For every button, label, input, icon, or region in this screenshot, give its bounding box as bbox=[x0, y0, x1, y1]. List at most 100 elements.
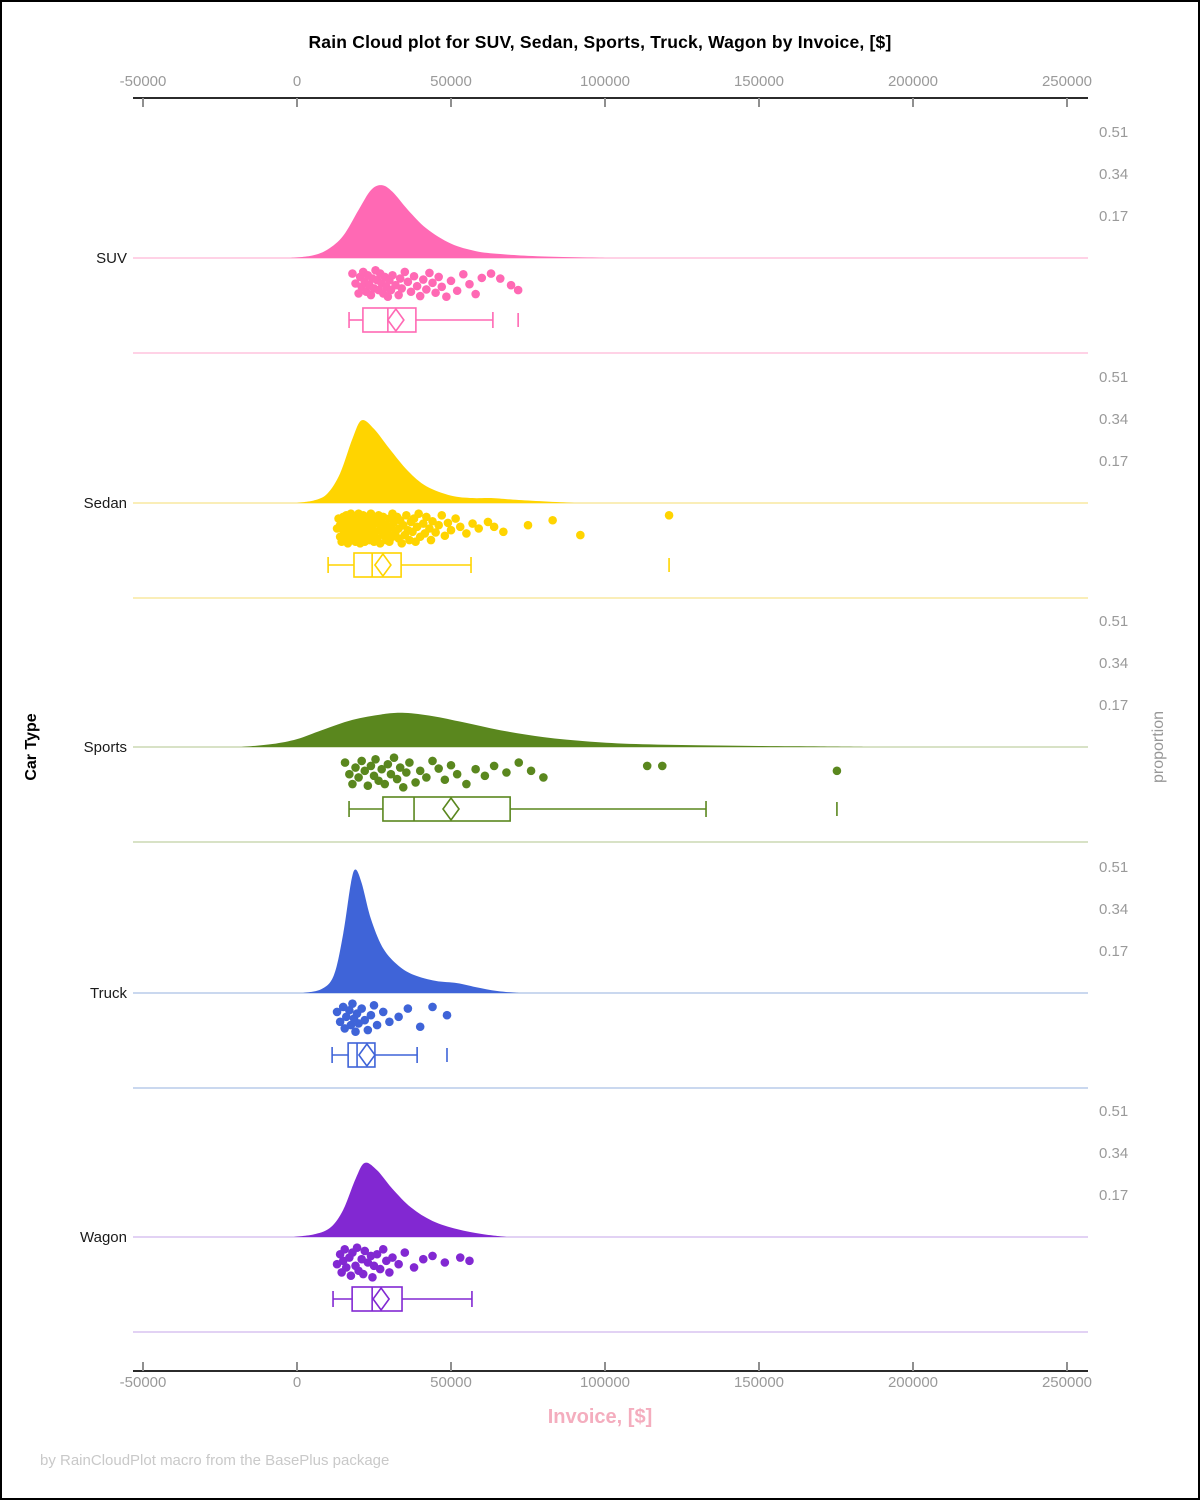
rain-point-sedan bbox=[576, 530, 585, 540]
rain-point-suv bbox=[471, 289, 480, 299]
rain-point-sedan bbox=[468, 519, 477, 528]
box-suv bbox=[362, 307, 417, 333]
rain-point-suv bbox=[397, 284, 407, 293]
bottom-axis-tick-label: 200000 bbox=[888, 1374, 938, 1391]
rain-point-truck bbox=[357, 1004, 366, 1013]
rain-point-sports bbox=[351, 763, 360, 772]
rain-point-sports bbox=[340, 758, 350, 767]
bottom-axis-tick-label: 250000 bbox=[1042, 1374, 1092, 1391]
rain-point-suv bbox=[452, 286, 462, 296]
bottom-axis-tick-label: 150000 bbox=[734, 1374, 784, 1391]
rain-point-sports bbox=[415, 766, 425, 776]
density-cloud-wagon bbox=[293, 1162, 507, 1237]
rain-point-sedan bbox=[440, 531, 450, 541]
rain-point-truck bbox=[332, 1007, 342, 1017]
bottom-axis-tick-label: 0 bbox=[293, 1374, 301, 1391]
rain-point-sedan bbox=[434, 520, 443, 530]
rain-point-sports bbox=[502, 768, 511, 777]
rain-point-truck bbox=[385, 1017, 394, 1027]
rain-point-sedan bbox=[446, 525, 456, 535]
rain-point-sedan bbox=[426, 535, 436, 545]
rain-point-suv bbox=[415, 291, 425, 301]
rain-point-wagon bbox=[341, 1263, 351, 1272]
rain-point-suv bbox=[506, 280, 516, 290]
proportion-tick-label: 0.17 bbox=[1099, 208, 1128, 225]
rain-point-sports bbox=[446, 760, 456, 770]
rain-point-suv bbox=[406, 287, 416, 297]
rain-point-sports bbox=[489, 761, 499, 771]
density-cloud-truck bbox=[303, 869, 519, 993]
proportion-tick-label: 0.17 bbox=[1099, 943, 1128, 960]
rain-point-sports bbox=[480, 771, 490, 781]
rain-point-sedan bbox=[443, 518, 453, 528]
rain-point-suv bbox=[425, 268, 434, 278]
rain-point-wagon bbox=[378, 1245, 388, 1254]
rain-point-wagon bbox=[352, 1243, 362, 1252]
rain-point-suv bbox=[422, 285, 431, 294]
rain-point-sports bbox=[832, 766, 842, 776]
box-sedan bbox=[353, 552, 402, 578]
group-label-sports: Sports bbox=[84, 739, 127, 756]
rain-point-sports bbox=[514, 758, 524, 767]
rain-point-sedan bbox=[402, 511, 411, 520]
top-axis-tick-label: 150000 bbox=[734, 73, 784, 90]
rain-point-sports bbox=[392, 774, 402, 784]
rain-point-sports bbox=[539, 773, 548, 782]
rain-point-suv bbox=[477, 273, 487, 283]
rain-point-suv bbox=[366, 290, 376, 300]
rain-point-sports bbox=[422, 773, 431, 782]
rain-point-sports bbox=[440, 775, 450, 785]
mean-diamond bbox=[442, 796, 460, 822]
group-label-sedan: Sedan bbox=[84, 495, 127, 512]
rain-point-sedan bbox=[422, 512, 431, 522]
rain-point-wagon bbox=[375, 1264, 385, 1274]
rain-point-truck bbox=[348, 999, 357, 1008]
rain-point-wagon bbox=[400, 1248, 410, 1257]
rain-point-wagon bbox=[428, 1251, 437, 1261]
proportion-tick-label: 0.51 bbox=[1099, 613, 1128, 630]
rain-point-wagon bbox=[372, 1249, 382, 1259]
bottom-axis-tick-label: 50000 bbox=[430, 1374, 472, 1391]
rain-point-wagon bbox=[346, 1271, 356, 1280]
proportion-tick-label: 0.34 bbox=[1099, 901, 1128, 918]
proportion-tick-label: 0.51 bbox=[1099, 124, 1128, 141]
bottom-axis-tick-label: 100000 bbox=[580, 1374, 630, 1391]
rain-point-wagon bbox=[409, 1263, 419, 1272]
rain-point-suv bbox=[428, 278, 437, 288]
rain-point-wagon bbox=[368, 1273, 377, 1282]
rain-point-suv bbox=[383, 292, 393, 302]
credits-text: by RainCloudPlot macro from the BasePlus… bbox=[40, 1452, 390, 1469]
rain-point-suv bbox=[388, 270, 397, 280]
density-cloud-sports bbox=[241, 712, 867, 747]
rain-point-sedan bbox=[548, 515, 557, 525]
rain-point-sports bbox=[398, 783, 408, 792]
density-cloud-suv bbox=[290, 185, 605, 258]
mean-diamond bbox=[372, 1286, 391, 1312]
rain-point-sedan bbox=[437, 511, 447, 520]
rain-point-truck bbox=[403, 1004, 413, 1013]
rain-point-truck bbox=[428, 1002, 437, 1012]
rain-point-sports bbox=[383, 759, 393, 769]
rain-point-truck bbox=[394, 1012, 403, 1022]
rain-point-suv bbox=[486, 269, 496, 278]
density-cloud-sedan bbox=[297, 419, 575, 503]
box-sports bbox=[382, 796, 511, 822]
rain-point-suv bbox=[400, 267, 410, 277]
proportion-tick-label: 0.51 bbox=[1099, 859, 1128, 876]
rain-point-sports bbox=[389, 753, 399, 762]
rain-point-sports bbox=[366, 761, 376, 771]
y-axis-label-proportion: proportion bbox=[1150, 710, 1167, 784]
rain-point-wagon bbox=[455, 1253, 465, 1262]
proportion-tick-label: 0.34 bbox=[1099, 166, 1128, 183]
rain-point-wagon bbox=[465, 1256, 474, 1266]
proportion-tick-label: 0.51 bbox=[1099, 1103, 1128, 1120]
rain-point-suv bbox=[434, 272, 443, 282]
y-axis-label-car-type: Car Type bbox=[23, 713, 40, 781]
rain-point-sedan bbox=[455, 522, 465, 532]
rain-point-truck bbox=[442, 1010, 452, 1020]
rain-point-sedan bbox=[523, 520, 533, 530]
rain-point-sports bbox=[642, 761, 652, 771]
rain-point-sports bbox=[363, 781, 373, 790]
rain-point-sports bbox=[386, 769, 396, 779]
rain-point-truck bbox=[346, 1020, 356, 1030]
